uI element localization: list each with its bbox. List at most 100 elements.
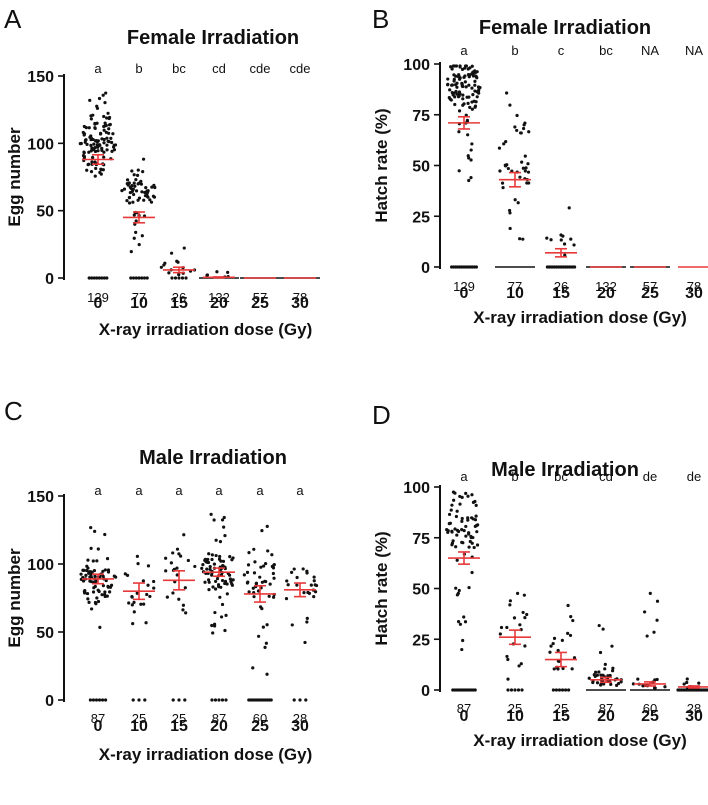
- data-point: [94, 139, 98, 143]
- data-point: [464, 491, 468, 495]
- data-point: [89, 117, 93, 121]
- y-axis-label: Egg number: [5, 127, 24, 227]
- data-point: [220, 602, 225, 607]
- data-point: [103, 568, 107, 572]
- data-point: [92, 142, 96, 146]
- significance-letter: a: [460, 469, 468, 484]
- data-point: [88, 579, 92, 583]
- data-point: [145, 276, 149, 280]
- data-point: [461, 93, 465, 97]
- data-point: [292, 567, 296, 571]
- data-point: [83, 140, 87, 144]
- data-point: [261, 625, 265, 629]
- data-point: [142, 198, 146, 202]
- data-point: [508, 211, 512, 215]
- data-point: [290, 570, 294, 574]
- data-point: [129, 276, 133, 280]
- data-point: [500, 181, 505, 185]
- data-point: [184, 276, 188, 280]
- data-point: [464, 113, 468, 117]
- x-tick-label: 25: [251, 718, 269, 735]
- data-point: [112, 574, 116, 578]
- data-point: [470, 570, 474, 575]
- data-point: [505, 625, 509, 630]
- y-tick-label: 50: [412, 582, 430, 599]
- data-point: [135, 554, 139, 559]
- significance-letter: NA: [641, 43, 659, 58]
- data-point: [460, 647, 464, 652]
- data-point: [186, 558, 190, 563]
- data-point: [247, 590, 251, 594]
- data-point: [266, 549, 270, 553]
- data-point: [516, 201, 520, 205]
- data-point: [458, 622, 463, 626]
- data-point: [88, 98, 92, 102]
- y-tick-label: 0: [421, 260, 430, 277]
- data-point: [595, 681, 600, 685]
- data-point: [219, 585, 223, 589]
- data-point: [508, 103, 512, 107]
- significance-letter: b: [511, 43, 518, 58]
- data-point: [286, 583, 290, 587]
- data-point: [466, 516, 470, 520]
- data-point: [102, 150, 106, 154]
- data-point: [455, 533, 459, 537]
- data-point: [648, 591, 652, 595]
- sample-size-label: 26: [172, 290, 186, 305]
- y-tick-label: 0: [45, 271, 54, 288]
- data-point: [86, 597, 90, 601]
- data-point: [284, 597, 289, 601]
- sample-size-label: 60: [253, 711, 267, 726]
- data-point: [685, 680, 689, 685]
- data-point: [469, 148, 473, 152]
- data-point: [137, 698, 141, 702]
- data-point: [601, 627, 605, 631]
- data-point: [104, 578, 108, 583]
- data-point: [130, 595, 134, 599]
- data-point: [466, 494, 470, 498]
- data-point: [98, 170, 102, 175]
- data-point: [304, 698, 308, 702]
- data-point: [551, 641, 555, 646]
- data-point: [214, 587, 218, 591]
- data-point: [93, 174, 97, 178]
- data-point: [504, 139, 508, 144]
- data-point: [460, 519, 464, 523]
- data-point: [112, 148, 117, 152]
- data-point: [313, 590, 318, 594]
- data-point: [221, 559, 226, 563]
- data-point: [132, 192, 136, 197]
- data-point: [228, 577, 232, 581]
- data-point: [134, 219, 138, 223]
- data-point: [98, 143, 102, 147]
- data-point: [171, 698, 175, 702]
- data-point: [223, 579, 228, 584]
- data-point: [295, 583, 299, 587]
- data-point: [549, 238, 553, 242]
- data-point: [466, 101, 470, 105]
- panel-letter: C: [4, 396, 23, 426]
- significance-letter: de: [687, 469, 701, 484]
- data-point: [205, 567, 209, 571]
- data-point: [457, 90, 462, 94]
- data-point: [91, 113, 95, 117]
- data-point: [139, 179, 143, 183]
- data-point: [245, 581, 250, 585]
- data-point: [271, 566, 276, 570]
- data-point: [478, 85, 482, 90]
- data-point: [128, 190, 132, 195]
- sample-size-label: 78: [293, 290, 307, 305]
- x-tick-label: 10: [506, 708, 524, 725]
- data-point: [467, 178, 471, 183]
- data-point: [567, 206, 571, 210]
- data-point: [471, 93, 475, 97]
- x-axis-label: X-ray irradiation dose (Gy): [473, 308, 687, 327]
- data-point: [519, 131, 523, 135]
- data-point: [449, 65, 453, 69]
- sample-size-label: 129: [87, 290, 109, 305]
- data-point: [526, 170, 531, 174]
- y-tick-label: 50: [36, 204, 54, 221]
- sample-size-label: 87: [457, 701, 471, 716]
